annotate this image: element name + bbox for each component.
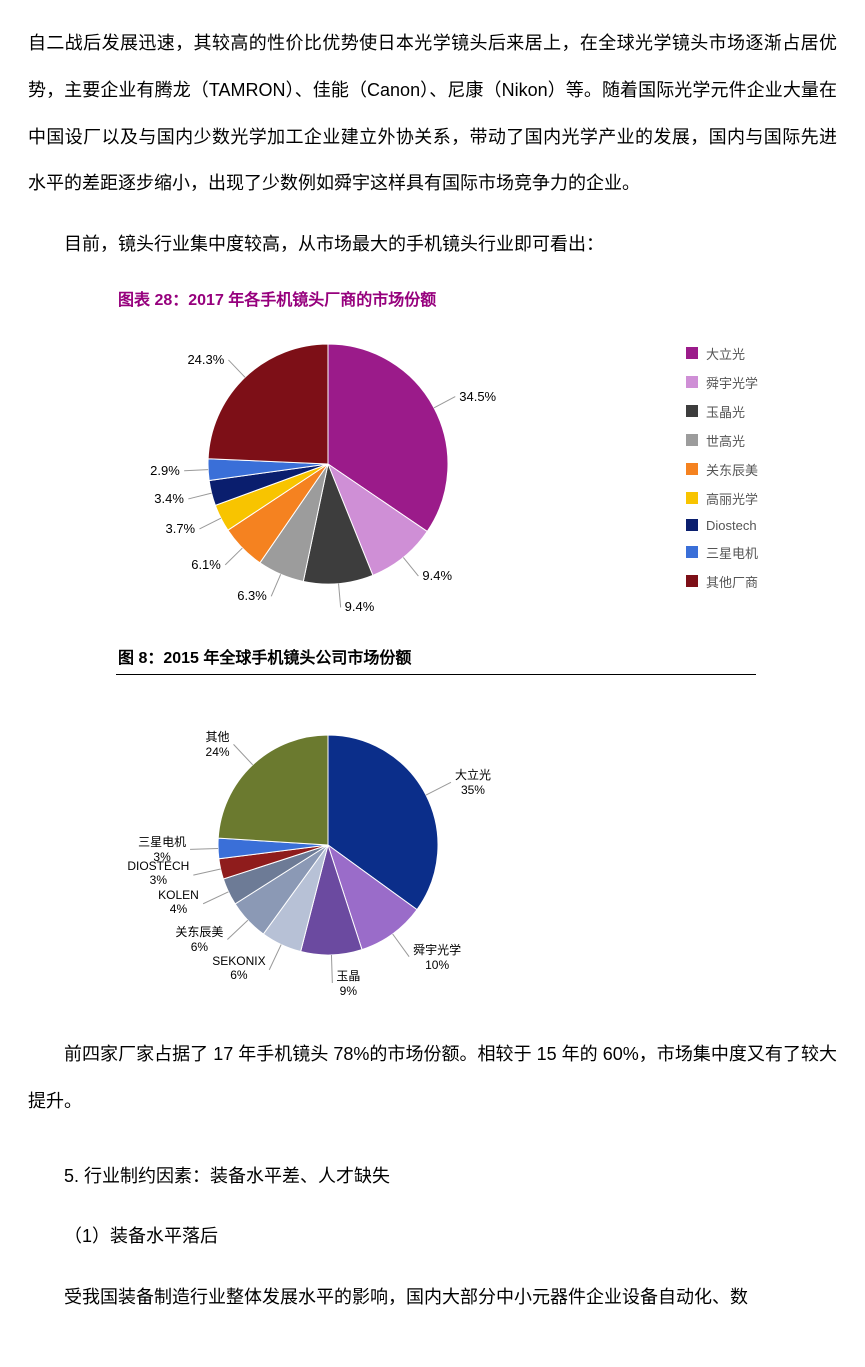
legend-item: 大立光 [686,344,758,363]
chart-2-pie: 大立光35%舜宇光学10%玉晶9%SEKONIX6%关东辰美6%KOLEN4%D… [118,685,618,1005]
chart-1-title: 图表 28：2017 年各手机镜头厂商的市场份额 [118,282,837,314]
pie-data-label: 其他24% [206,728,230,759]
legend-swatch [686,546,698,558]
legend-label: 高丽光学 [706,489,758,508]
pie-data-label: KOLEN4% [158,888,199,916]
pie-data-label: 6.3% [237,588,267,603]
pie-data-label: 2.9% [150,463,180,478]
pie-data-label: 34.5% [459,389,496,404]
pie-data-label: 关东辰美6% [175,923,223,954]
legend-item: 其他厂商 [686,572,758,591]
legend-label: 关东辰美 [706,460,758,479]
legend-swatch [686,463,698,475]
subsection-heading-1: （1）装备水平落后 [28,1213,837,1260]
legend-item: Diostech [686,518,758,533]
legend-label: 大立光 [706,344,745,363]
pie-slice [208,344,328,464]
legend-label: 三星电机 [706,543,758,562]
pie-data-label: 三星电机3% [138,833,186,864]
legend-item: 三星电机 [686,543,758,562]
legend-swatch [686,347,698,359]
section-heading-5: 5. 行业制约因素：装备水平差、人才缺失 [28,1153,837,1200]
pie-data-label: 3.4% [154,491,184,506]
body-paragraph-3: 前四家厂家占据了 17 年手机镜头 78%的市场份额。相较于 15 年的 60%… [28,1031,837,1125]
legend-label: 舜宇光学 [706,373,758,392]
legend-swatch [686,492,698,504]
pie-data-label: SEKONIX6% [212,954,265,982]
body-paragraph-1: 自二战后发展迅速，其较高的性价比优势使日本光学镜头后来居上，在全球光学镜头市场逐… [28,20,837,207]
legend-label: 其他厂商 [706,572,758,591]
body-paragraph-2: 目前，镜头行业集中度较高，从市场最大的手机镜头行业即可看出： [28,221,837,268]
legend-swatch [686,575,698,587]
chart-1-pie: 34.5% 9.4% 9.4% 6.3% 6.1% 3.7% 3.4% 2.9% 24.3% 大立… [118,314,758,614]
legend-swatch [686,519,698,531]
chart-2-title: 图 8：2015 年全球手机镜头公司市场份额 [118,640,837,672]
pie-data-label: 舜宇光学10% [413,941,461,972]
pie-data-label: 24.3% [187,352,224,367]
legend-label: 世高光 [706,431,745,450]
legend-label: 玉晶光 [706,402,745,421]
legend-item: 舜宇光学 [686,373,758,392]
chart-1-wrap: 图表 28：2017 年各手机镜头厂商的市场份额 34.5% 9.4% 9.4% 6.… [28,282,837,614]
chart-legend: 大立光舜宇光学玉晶光世高光关东辰美高丽光学 Diostech 三星电机其他厂商 [686,344,758,601]
legend-swatch [686,434,698,446]
legend-item: 玉晶光 [686,402,758,421]
legend-item: 世高光 [686,431,758,450]
pie-data-label: 玉晶9% [336,967,360,998]
pie-slice [218,735,328,845]
pie-data-label: 9.4% [422,568,452,583]
legend-swatch [686,405,698,417]
legend-swatch [686,376,698,388]
legend-item: 高丽光学 [686,489,758,508]
legend-label: Diostech [706,518,757,533]
legend-item: 关东辰美 [686,460,758,479]
chart-2-title-rule [116,674,756,675]
chart-2-wrap: 图 8：2015 年全球手机镜头公司市场份额 大立光35% 舜宇光学10% 玉晶9%… [28,640,837,1005]
body-paragraph-6: 受我国装备制造行业整体发展水平的影响，国内大部分中小元器件企业设备自动化、数 [28,1274,837,1321]
pie-data-label: 大立光35% [455,766,491,797]
pie-data-label: 3.7% [165,521,195,536]
pie-data-label: 6.1% [191,557,221,572]
pie-data-label: 9.4% [345,599,375,614]
